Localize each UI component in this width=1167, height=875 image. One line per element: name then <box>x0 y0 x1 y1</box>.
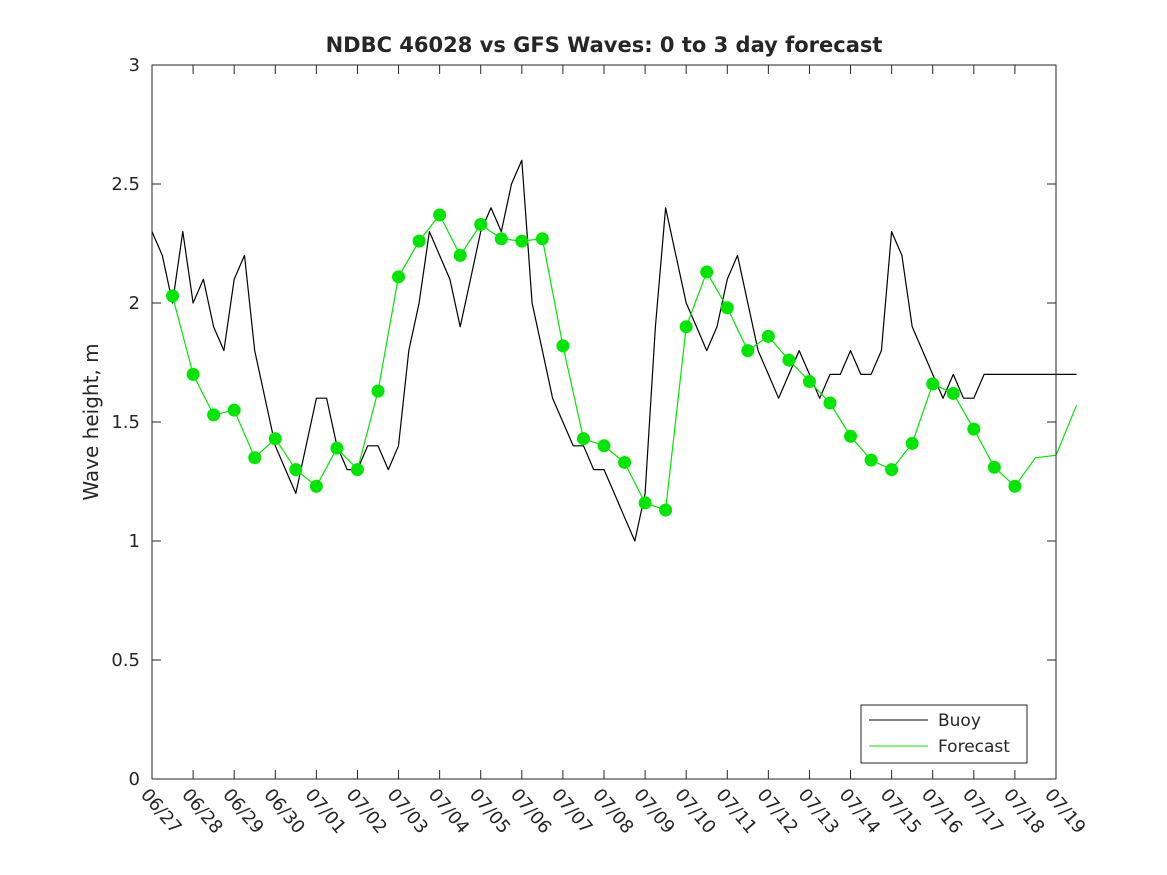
forecast-point <box>392 270 406 284</box>
forecast-point <box>864 453 878 467</box>
y-axis-label: Wave height, m <box>79 343 103 500</box>
forecast-point <box>474 217 488 231</box>
forecast-point <box>289 463 303 477</box>
x-tick-label: 07/04 <box>424 785 473 838</box>
y-tick-label: 2.5 <box>111 174 140 195</box>
x-tick-label: 07/05 <box>465 785 514 838</box>
forecast-point <box>967 422 981 436</box>
y-tick-label: 2 <box>129 293 140 314</box>
x-tick-label: 06/28 <box>177 785 226 838</box>
forecast-point <box>618 455 632 469</box>
buoy-series-line <box>151 159 1077 542</box>
x-tick-label: 07/02 <box>342 785 391 838</box>
x-tick-label: 07/01 <box>301 785 350 838</box>
chart-title: NDBC 46028 vs GFS Waves: 0 to 3 day fore… <box>326 33 883 57</box>
x-tick-label: 07/19 <box>1040 785 1089 838</box>
x-tick-label: 06/30 <box>259 785 308 838</box>
x-tick-label: 07/03 <box>383 785 432 838</box>
forecast-point <box>371 384 385 398</box>
legend: Buoy Forecast <box>860 704 1028 764</box>
forecast-point <box>782 353 796 367</box>
x-tick-label: 07/16 <box>917 785 966 838</box>
x-tick-label: 07/14 <box>835 785 884 838</box>
forecast-point <box>679 320 693 334</box>
forecast-point <box>761 329 775 343</box>
series-layer <box>151 159 1078 542</box>
y-tick-label: 3 <box>129 55 140 76</box>
forecast-point <box>885 463 899 477</box>
x-tick-label: 07/17 <box>958 785 1007 838</box>
legend-box <box>860 704 1028 764</box>
forecast-point <box>741 344 755 358</box>
forecast-point <box>412 234 426 248</box>
legend-forecast-label: Forecast <box>938 737 1010 757</box>
forecast-point <box>248 451 262 465</box>
x-tick-label: 07/18 <box>999 785 1048 838</box>
forecast-point <box>166 289 180 303</box>
forecast-point <box>556 339 570 353</box>
forecast-point <box>802 375 816 389</box>
x-tick-label: 07/13 <box>794 785 843 838</box>
forecast-point <box>207 408 221 422</box>
forecast-point <box>597 439 611 453</box>
forecast-point <box>515 234 529 248</box>
forecast-point <box>576 432 590 446</box>
forecast-point <box>330 441 344 455</box>
x-tick-label: 07/12 <box>753 785 802 838</box>
forecast-point <box>1008 479 1022 493</box>
forecast-point <box>494 232 508 246</box>
forecast-point <box>987 460 1001 474</box>
forecast-point <box>309 479 323 493</box>
x-tick-label: 07/06 <box>506 785 555 838</box>
y-tick-label: 1.5 <box>111 412 140 433</box>
x-tick-label: 06/27 <box>136 785 185 838</box>
forecast-point <box>700 265 714 279</box>
forecast-point <box>433 208 447 222</box>
y-tick-label: 0 <box>129 769 140 790</box>
forecast-point <box>350 463 364 477</box>
x-tick-label: 07/10 <box>670 785 719 838</box>
forecast-point <box>946 386 960 400</box>
forecast-point <box>720 301 734 315</box>
forecast-point <box>659 503 673 517</box>
x-tick-label: 07/07 <box>547 785 596 838</box>
forecast-point <box>926 377 940 391</box>
forecast-point <box>268 432 282 446</box>
y-tick-label: 1 <box>129 531 140 552</box>
x-tick-label: 07/11 <box>711 785 760 838</box>
forecast-point <box>905 436 919 450</box>
forecast-point <box>186 367 200 381</box>
forecast-point <box>453 248 467 262</box>
x-tick-label: 07/08 <box>588 785 637 838</box>
forecast-point <box>227 403 241 417</box>
plot-area <box>152 65 1056 779</box>
forecast-point <box>844 429 858 443</box>
forecast-point <box>823 396 837 410</box>
forecast-point <box>638 496 652 510</box>
x-tick-label: 06/29 <box>218 785 267 838</box>
forecast-point <box>535 232 549 246</box>
x-tick-label: 07/15 <box>876 785 925 838</box>
y-tick-label: 0.5 <box>111 650 140 671</box>
x-tick-label: 07/09 <box>629 785 678 838</box>
legend-buoy-label: Buoy <box>938 711 981 731</box>
